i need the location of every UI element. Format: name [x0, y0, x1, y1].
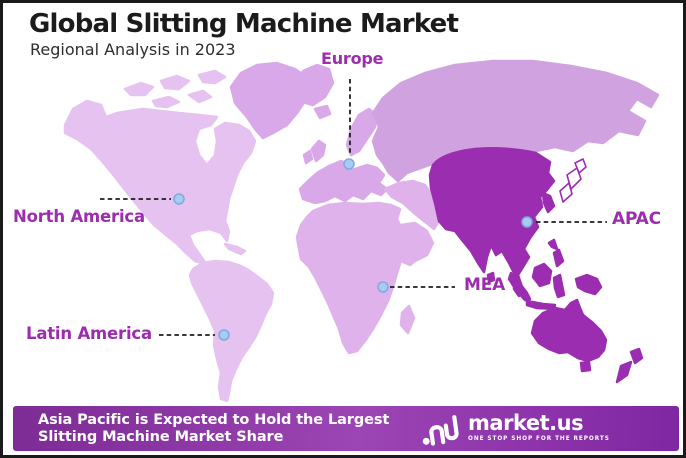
marketus-logo: market.us ONE STOP SHOP FOR THE REPORTS: [419, 410, 665, 448]
leader-lines: [100, 79, 607, 336]
map-australia: [530, 298, 608, 363]
map-korea: [541, 191, 556, 214]
map-sumatra: [507, 271, 532, 302]
map-caribbean: [223, 242, 247, 256]
map-new-zealand-north: [629, 347, 644, 365]
page-title: Global Slitting Machine Market: [29, 9, 459, 39]
region-label-north-america: North America: [13, 207, 145, 226]
region-label-apac: APAC: [612, 209, 661, 229]
map-apac-mainland: [428, 146, 556, 298]
world-map: [63, 59, 660, 403]
region-label-mea: MEA: [464, 275, 506, 295]
marketus-logo-text: market.us ONE STOP SHOP FOR THE REPORTS: [468, 413, 665, 444]
map-japan-island-3: [559, 182, 573, 203]
banner-line-1: Asia Pacific is Expected to Hold the Lar…: [38, 411, 390, 428]
map-new-guinea: [574, 273, 603, 296]
map-scandinavia: [345, 107, 378, 157]
map-markers: [173, 158, 533, 341]
map-iceland: [313, 104, 332, 120]
marker-north-america: [173, 193, 185, 205]
map-arctic-island-4: [151, 95, 181, 109]
map-arctic-island-5: [187, 89, 213, 104]
marketus-brand: market.us: [468, 411, 584, 435]
map-java: [525, 299, 557, 311]
map-arctic-island-3: [197, 69, 227, 85]
map-region-americas: [63, 69, 275, 403]
marketus-logo-icon: [422, 414, 459, 446]
map-arctic-island-2: [159, 74, 191, 91]
bottom-banner: Asia Pacific is Expected to Hold the Lar…: [13, 406, 679, 451]
marketus-tagline: ONE STOP SHOP FOR THE REPORTS: [468, 435, 610, 442]
map-europe-mainland: [298, 159, 389, 205]
map-japan: [559, 158, 587, 203]
map-new-zealand-south: [615, 360, 633, 384]
map-region-europe: [229, 61, 389, 205]
map-svalbard: [293, 63, 335, 107]
banner-line-2: Slitting Machine Market Share: [38, 428, 284, 445]
map-madagascar: [399, 304, 416, 335]
banner-text: Asia Pacific is Expected to Hold the Lar…: [38, 412, 389, 446]
map-arabia: [397, 221, 435, 263]
map-philippines-1: [547, 238, 559, 251]
marker-mea: [377, 281, 389, 293]
map-region-africa-mea: [295, 179, 441, 355]
map-ireland: [302, 149, 314, 165]
map-borneo: [531, 262, 553, 288]
marker-europe: [343, 158, 355, 170]
marker-apac: [521, 216, 533, 228]
map-sulawesi: [552, 273, 566, 299]
header: Global Slitting Machine Market Regional …: [29, 9, 459, 59]
map-south-america: [188, 259, 275, 403]
map-philippines-2: [552, 248, 565, 268]
region-label-europe: Europe: [321, 49, 384, 68]
map-arctic-island-1: [123, 81, 155, 97]
region-label-latin-america: Latin America: [26, 324, 152, 343]
map-sri-lanka: [486, 271, 496, 284]
marker-latin-america: [218, 329, 230, 341]
page-subtitle: Regional Analysis in 2023: [30, 40, 236, 59]
map-north-america: [63, 99, 257, 267]
map-uk: [310, 139, 327, 163]
map-africa: [295, 201, 417, 355]
map-tasmania: [579, 360, 592, 373]
map-region-apac: [428, 146, 644, 384]
